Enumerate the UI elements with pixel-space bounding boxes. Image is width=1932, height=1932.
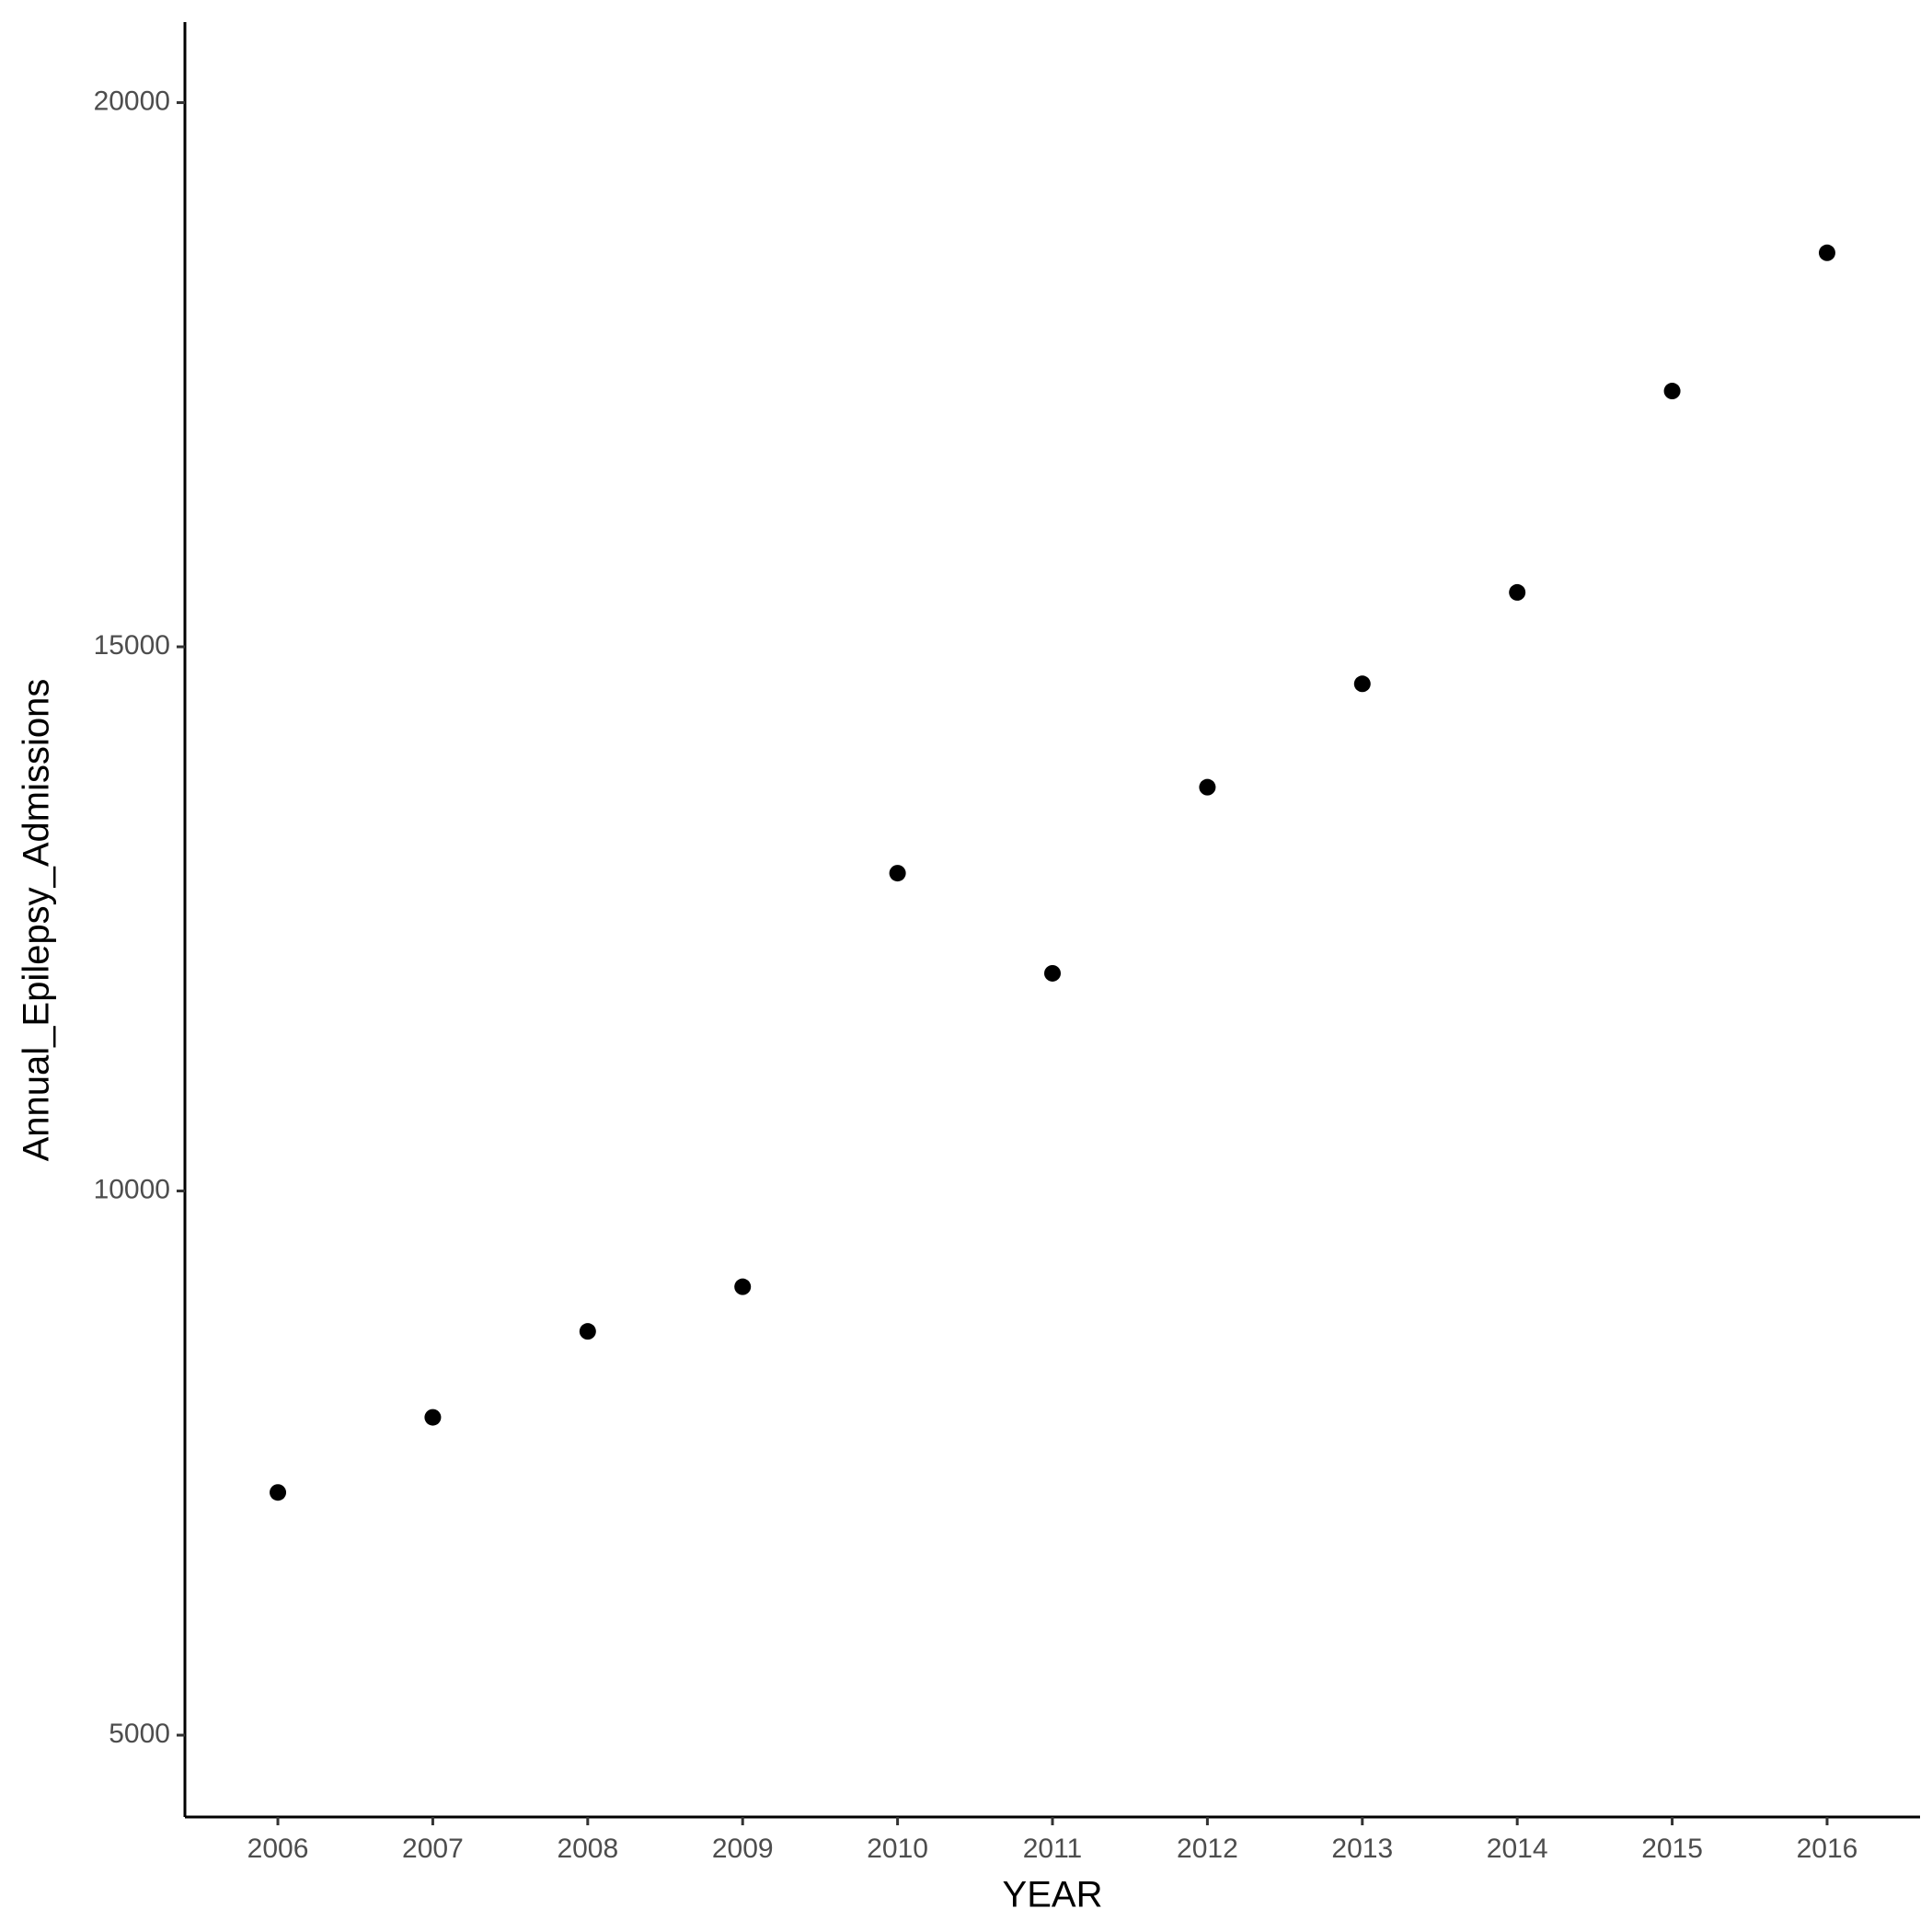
x-tick-label: 2011	[1023, 1834, 1083, 1864]
point	[1353, 675, 1371, 693]
point	[1663, 383, 1681, 400]
y-tick-label: 20000	[94, 86, 170, 116]
x-tick-label: 2015	[1641, 1834, 1703, 1864]
point	[1044, 964, 1061, 982]
point	[734, 1278, 752, 1295]
point	[424, 1409, 442, 1426]
point	[1509, 583, 1526, 601]
point	[579, 1323, 596, 1340]
x-tick-label: 2007	[402, 1834, 464, 1864]
x-tick-label: 2008	[557, 1834, 618, 1864]
x-tick-label: 2010	[867, 1834, 928, 1864]
x-axis-title: YEAR	[1003, 1875, 1103, 1915]
y-tick-label: 5000	[109, 1719, 170, 1749]
x-tick-label: 2014	[1487, 1834, 1548, 1864]
y-tick-label: 15000	[94, 630, 170, 661]
x-tick-label: 2013	[1331, 1834, 1393, 1864]
y-tick-label: 10000	[94, 1174, 170, 1204]
point	[889, 865, 906, 882]
x-tick-label: 2016	[1797, 1834, 1858, 1864]
x-tick-label: 2012	[1177, 1834, 1238, 1864]
point	[270, 1484, 287, 1501]
y-axis-title: Annual_Epilepsy_Admissions	[17, 679, 57, 1162]
x-tick-label: 2006	[247, 1834, 309, 1864]
point	[1199, 778, 1216, 796]
point	[1818, 244, 1835, 261]
x-tick-label: 2009	[712, 1834, 774, 1864]
